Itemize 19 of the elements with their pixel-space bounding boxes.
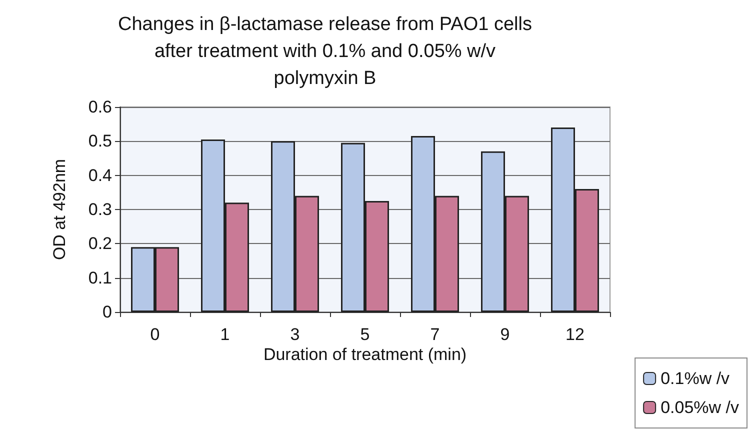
legend-label: 0.1%w /v xyxy=(660,369,730,388)
x-tick-label: 0 xyxy=(150,325,160,344)
x-tick-label: 7 xyxy=(430,325,440,344)
y-tick-label: 0.1 xyxy=(88,268,112,288)
legend-label: 0.05%w /v xyxy=(660,398,740,417)
y-tick-label: 0.6 xyxy=(88,98,112,116)
y-tick-label: 0.4 xyxy=(88,166,112,185)
chart-title: Changes in β-lactamase release from PAO1 cells after treatment with 0.1% and 0.05% w/v polymyxin B xyxy=(118,14,532,89)
x-axis-title: Duration of treatment (min) xyxy=(263,345,467,364)
x-tick-label: 1 xyxy=(220,325,230,344)
y-axis-title: OD at 492nm xyxy=(50,158,69,260)
x-tick-label: 3 xyxy=(290,325,300,344)
y-tick-label: 0.2 xyxy=(88,234,112,254)
y-tick-label: 0 xyxy=(102,302,112,322)
x-tick-label: 5 xyxy=(360,325,370,344)
y-tick-label: 0.5 xyxy=(88,132,112,151)
x-tick-label: 12 xyxy=(566,325,584,344)
x-tick-label: 9 xyxy=(500,325,510,344)
y-tick-label: 0.3 xyxy=(88,200,112,219)
